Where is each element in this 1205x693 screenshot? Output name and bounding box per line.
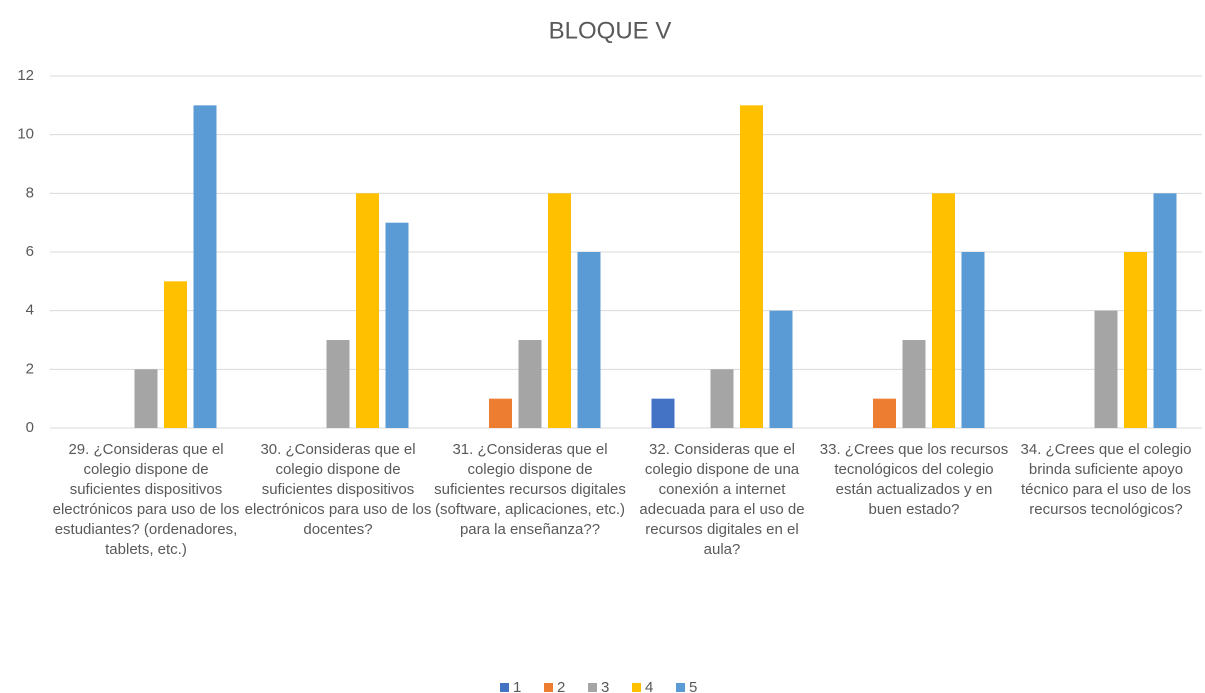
y-tick-label: 2 bbox=[26, 360, 34, 377]
y-tick-label: 8 bbox=[26, 184, 34, 201]
bar bbox=[134, 369, 158, 428]
bar bbox=[932, 193, 955, 428]
legend-label: 2 bbox=[557, 679, 565, 693]
bar bbox=[489, 398, 512, 428]
x-tick-label: 29. ¿Consideras que el colegio dispone d… bbox=[52, 441, 240, 558]
x-tick-label: 33. ¿Crees que los recursos tecnológicos… bbox=[819, 441, 1009, 518]
bar bbox=[1153, 193, 1177, 428]
x-tick-label: 34. ¿Crees que el colegio brinda suficie… bbox=[1020, 441, 1192, 518]
bar bbox=[710, 369, 734, 428]
bar bbox=[356, 193, 379, 428]
legend-swatch bbox=[544, 683, 553, 692]
legend-label: 1 bbox=[513, 679, 521, 693]
bar bbox=[326, 340, 350, 428]
bar bbox=[193, 105, 217, 428]
legend-label: 5 bbox=[689, 679, 697, 693]
bar bbox=[518, 340, 542, 428]
bar bbox=[548, 193, 571, 428]
legend-swatch bbox=[632, 683, 641, 692]
bar bbox=[740, 105, 763, 428]
bar bbox=[1124, 252, 1147, 428]
legend-label: 4 bbox=[645, 679, 653, 693]
bar bbox=[164, 281, 187, 428]
legend-swatch bbox=[588, 683, 597, 692]
y-tick-label: 4 bbox=[26, 302, 34, 319]
x-tick-label: 32. Consideras que el colegio dispone de… bbox=[639, 441, 805, 558]
y-tick-label: 10 bbox=[17, 126, 34, 143]
bar bbox=[873, 398, 896, 428]
legend-label: 3 bbox=[601, 679, 609, 693]
x-tick-label: 31. ¿Consideras que el colegio dispone d… bbox=[434, 441, 626, 538]
legend-swatch bbox=[676, 683, 685, 692]
bar bbox=[769, 310, 793, 428]
y-tick-label: 0 bbox=[26, 419, 34, 436]
bar bbox=[961, 252, 985, 428]
y-tick-label: 12 bbox=[17, 67, 34, 84]
bar bbox=[1094, 310, 1118, 428]
bar bbox=[651, 398, 675, 428]
y-tick-label: 6 bbox=[26, 243, 34, 260]
bar bbox=[902, 340, 926, 428]
x-tick-label: 30. ¿Consideras que el colegio dispone d… bbox=[244, 441, 432, 538]
bar bbox=[385, 222, 409, 428]
bar bbox=[577, 252, 601, 428]
legend-swatch bbox=[500, 683, 509, 692]
chart-title: BLOQUE V bbox=[549, 17, 672, 44]
